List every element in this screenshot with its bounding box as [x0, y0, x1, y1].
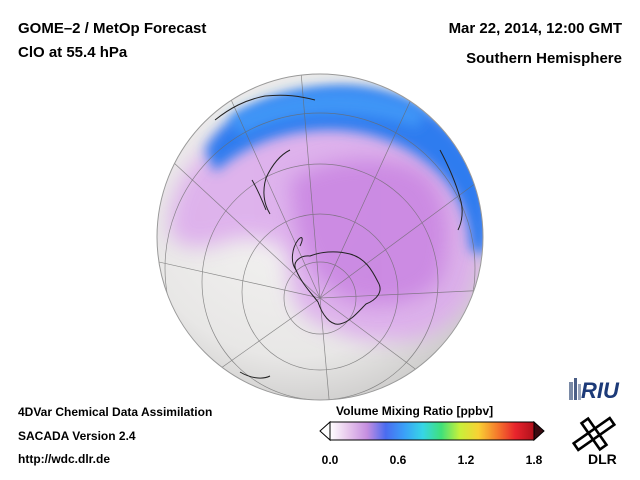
africa-coast — [439, 149, 463, 231]
clo-field — [169, 86, 483, 341]
colorbar-max-arrow — [533, 420, 545, 442]
colorbar — [319, 420, 545, 442]
graticule — [157, 74, 483, 400]
coastlines — [214, 94, 463, 379]
species-label: ClO at 55.4 hPa — [18, 44, 128, 61]
colorbar-tick-label: 0.6 — [389, 453, 407, 467]
dlr-logo: DLR — [571, 416, 617, 467]
antarctic-peninsula — [291, 237, 303, 271]
colorbar-min-arrow — [319, 420, 331, 442]
method-label: 4DVar Chemical Data Assimilation — [18, 405, 213, 419]
south-america-west-coast — [251, 179, 267, 211]
dlr-logo-text: DLR — [588, 451, 617, 467]
antarctica-outline — [294, 251, 381, 325]
colorbar-tick-label: 1.2 — [457, 453, 475, 467]
colorbar-tick-label: 1.8 — [525, 453, 543, 467]
website-link[interactable]: http://wdc.dlr.de — [18, 452, 110, 466]
australia-coast — [239, 371, 271, 379]
globe-rim — [156, 73, 484, 401]
colorbar-title: Volume Mixing Ratio [ppbv] — [336, 404, 494, 418]
datetime-label: Mar 22, 2014, 12:00 GMT — [448, 20, 622, 37]
colorbar-gradient — [329, 421, 535, 441]
colorbar-tick-label: 0.0 — [321, 453, 339, 467]
south-america-north-coast — [214, 94, 316, 121]
product-title: GOME–2 / MetOp Forecast — [18, 20, 207, 37]
region-label: Southern Hemisphere — [466, 50, 622, 67]
riu-logo: RIU — [569, 378, 620, 403]
south-america-coast — [263, 149, 291, 215]
riu-logo-text: RIU — [581, 378, 620, 403]
clo-high-band — [205, 86, 483, 255]
version-label: SACADA Version 2.4 — [18, 429, 136, 443]
clo-core-region — [290, 159, 449, 305]
